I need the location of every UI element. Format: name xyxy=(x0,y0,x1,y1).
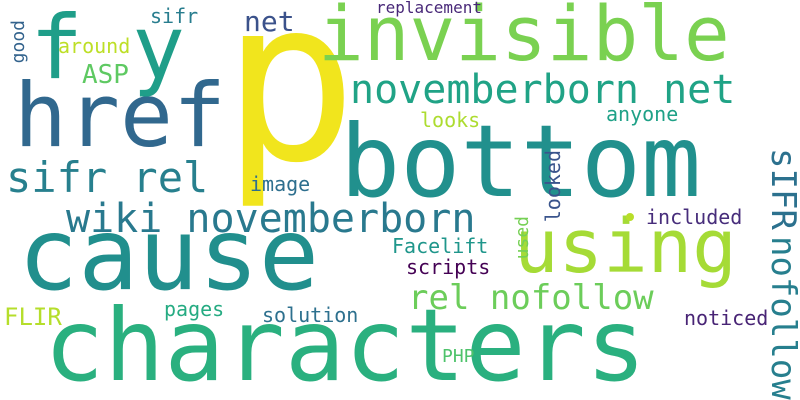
word-anyone: anyone xyxy=(606,102,679,126)
word-bottom: bottom xyxy=(340,103,702,220)
word-replacement: replacement xyxy=(376,0,482,17)
word-sifr-rel: sifr rel xyxy=(6,153,209,202)
word-around: around xyxy=(58,34,131,58)
dot-mark xyxy=(626,213,634,221)
word-rel-nofollow: rel nofollow xyxy=(408,278,654,318)
word-scripts: scripts xyxy=(406,255,491,279)
word-y: y xyxy=(132,0,185,99)
word-href: href xyxy=(14,64,226,167)
word-ASP: ASP xyxy=(82,60,129,90)
word-sifr: sifr xyxy=(150,4,199,28)
word-noticed: noticed xyxy=(684,306,769,330)
word-cause: cause xyxy=(18,196,320,313)
word-image: image xyxy=(250,172,311,196)
word-characters: characters xyxy=(44,287,647,400)
word-Facelift: Facelift xyxy=(392,234,489,258)
word-net: net xyxy=(244,5,295,38)
word-sIFR: sIFR xyxy=(763,148,800,230)
word-PHP: PHP xyxy=(442,346,475,367)
word-novemberborn-net: novemberborn net xyxy=(350,67,736,113)
word-solution: solution xyxy=(262,303,359,327)
word-invisible: invisible xyxy=(318,0,730,78)
word-p: p xyxy=(222,0,358,213)
word-f: f xyxy=(30,0,83,99)
word-good: good xyxy=(8,20,29,64)
word-pages: pages xyxy=(164,297,225,321)
word-looks: looks xyxy=(420,108,481,132)
word-FLIR: FLIR xyxy=(4,303,62,331)
word-looked: looked xyxy=(541,150,565,223)
word-using: using xyxy=(514,204,737,290)
word-used: used xyxy=(512,216,533,260)
word-nofollow: nofollow xyxy=(763,236,800,400)
word-included: included xyxy=(646,205,743,229)
word-wiki-novemberborn: wiki novemberborn xyxy=(66,196,476,242)
